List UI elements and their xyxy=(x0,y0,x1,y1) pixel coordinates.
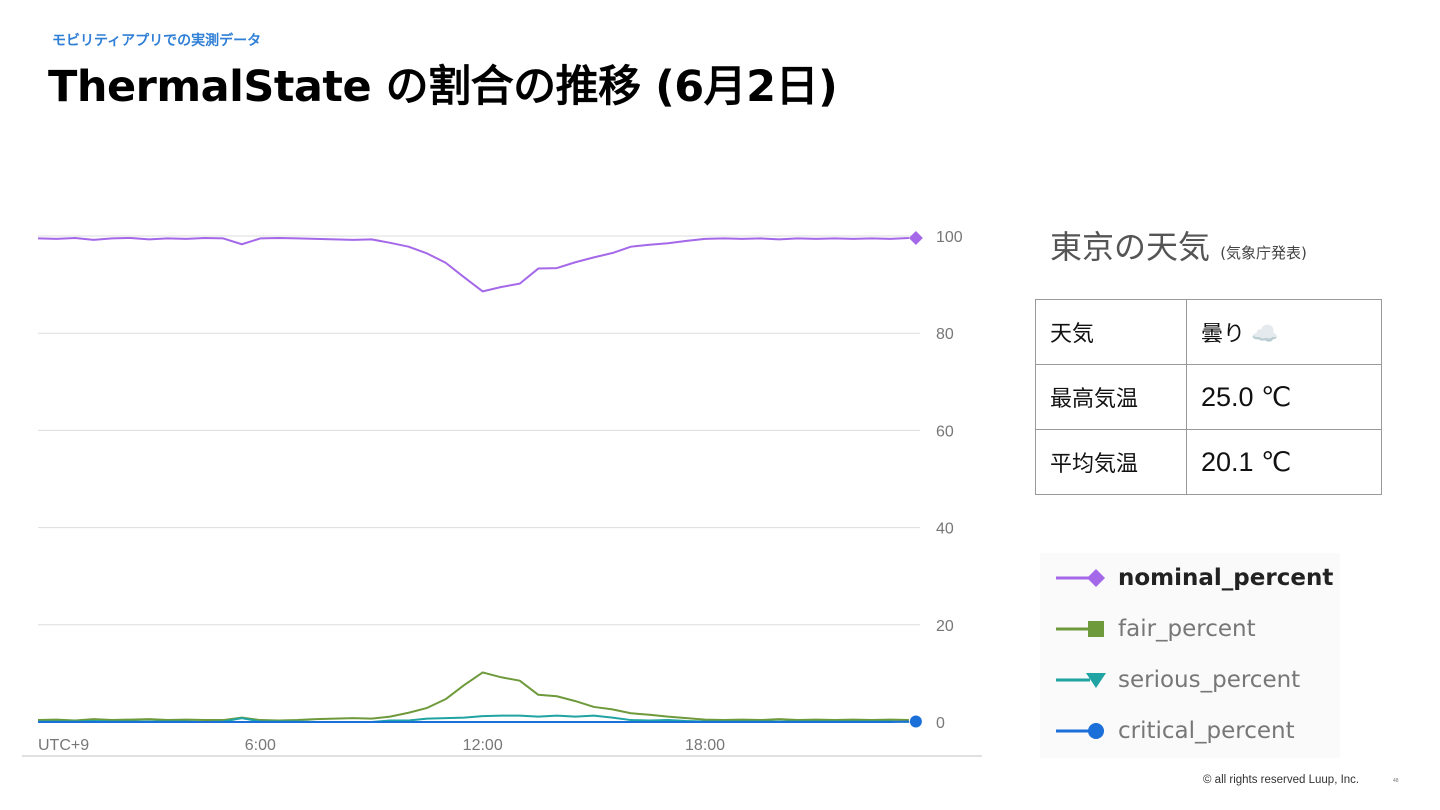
x-tick-label: 12:00 xyxy=(463,737,503,754)
weather-value: 20.1 ℃ xyxy=(1186,429,1382,495)
slide-kicker: モビリティアプリでの実測データ xyxy=(52,33,262,49)
legend-label: critical_percent xyxy=(1118,718,1295,744)
series-line-fair_percent xyxy=(37,671,909,722)
weather-key: 最高気温 xyxy=(1035,364,1187,430)
x-tick-label: 6:00 xyxy=(245,737,276,754)
weather-key: 天気 xyxy=(1035,299,1187,365)
legend-item-nominal_percent: nominal_percent xyxy=(1056,558,1333,598)
legend-label: fair_percent xyxy=(1118,616,1256,642)
legend-item-fair_percent: fair_percent xyxy=(1056,609,1256,649)
y-tick-label: 20 xyxy=(936,618,954,635)
y-tick-label: 40 xyxy=(936,521,954,538)
legend-item-critical_percent: critical_percent xyxy=(1056,711,1295,751)
series-line-nominal_percent xyxy=(37,236,909,293)
series-marker-nominal_percent xyxy=(908,230,923,245)
weather-value: 曇り ☁️ xyxy=(1186,299,1382,365)
y-tick-label: 80 xyxy=(936,326,954,343)
weather-title: 東京の天気 (気象庁発表) xyxy=(1050,222,1307,268)
x-tick-label: UTC+9 xyxy=(38,737,89,754)
page-number: 48 xyxy=(1393,778,1399,784)
weather-value: 25.0 ℃ xyxy=(1186,364,1382,430)
weather-title-text: 東京の天気 xyxy=(1050,228,1211,266)
legend-label: nominal_percent xyxy=(1118,565,1334,591)
series-marker-critical_percent xyxy=(909,715,922,728)
weather-source: (気象庁発表) xyxy=(1220,244,1307,262)
weather-row-avg-temp: 平均気温 20.1 ℃ xyxy=(1035,429,1382,495)
legend-item-serious_percent: serious_percent xyxy=(1056,660,1300,700)
slide-title: ThermalState の割合の推移 (6月2日) xyxy=(48,62,838,112)
legend-swatch xyxy=(1056,621,1104,637)
weather-row-max-temp: 最高気温 25.0 ℃ xyxy=(1035,364,1382,430)
legend-swatch xyxy=(1056,673,1106,688)
y-tick-label: 0 xyxy=(936,715,945,732)
thermal-state-chart: 0 20 40 60 80 100 UTC+9 6:00 12:00 18:00 xyxy=(22,229,982,757)
weather-row-condition: 天気 曇り ☁️ xyxy=(1035,299,1382,365)
y-tick-label: 100 xyxy=(936,229,963,246)
weather-table: 天気 曇り ☁️ 最高気温 25.0 ℃ 平均気温 20.1 ℃ xyxy=(1035,299,1382,495)
legend-swatch xyxy=(1056,723,1104,739)
legend-swatch xyxy=(1056,569,1105,587)
y-tick-label: 60 xyxy=(936,423,954,440)
x-tick-label: 18:00 xyxy=(685,737,725,754)
chart-legend: nominal_percent fair_percent serious_perce… xyxy=(1040,553,1340,758)
legend-label: serious_percent xyxy=(1118,667,1301,693)
weather-key: 平均気温 xyxy=(1035,429,1187,495)
copyright: © all rights reserved Luup, Inc. xyxy=(1203,774,1360,786)
